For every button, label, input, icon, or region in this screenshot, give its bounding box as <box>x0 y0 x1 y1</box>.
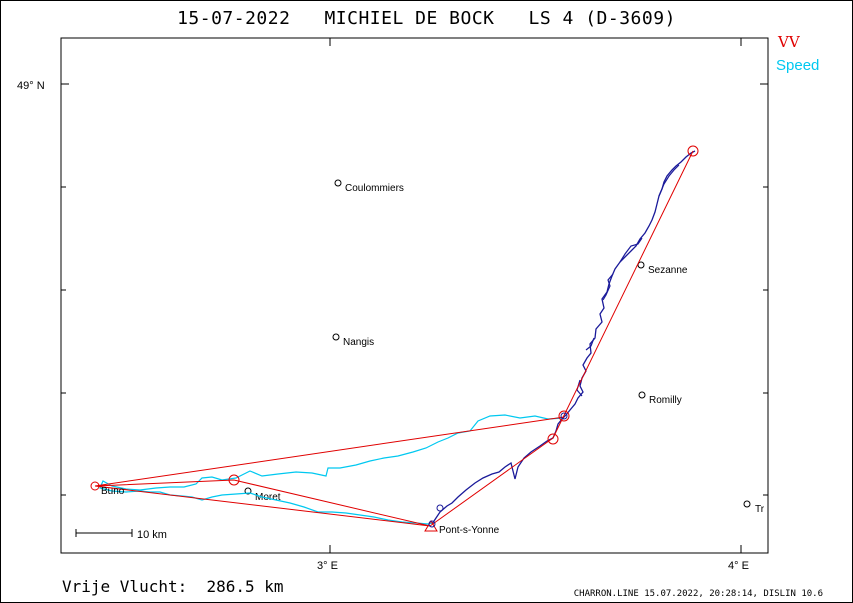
track-point-mid <box>560 412 568 420</box>
flight-track <box>431 150 696 525</box>
footer-info: CHARRON.LINE 15.07.2022, 20:28:14, DISLI… <box>573 589 823 599</box>
track-markers <box>428 412 568 528</box>
flight-track-detail <box>576 164 680 397</box>
town-marker-coulommiers <box>334 179 342 187</box>
task-line <box>94 150 694 527</box>
turnpoint-moret <box>228 474 240 486</box>
free-flight-distance: Vrije Vlucht: 286.5 km <box>62 577 284 596</box>
town-label-sezanne: Sezanne <box>648 265 688 276</box>
speed-track <box>99 414 565 525</box>
town-label-tr: Tr <box>755 504 765 515</box>
turnpoint-lower <box>547 433 559 445</box>
bottom-axis-ticks <box>329 38 742 553</box>
left-axis-ticks <box>61 83 768 496</box>
scale-bar <box>75 529 133 537</box>
scale-label: 10 km <box>137 529 167 541</box>
legend-vv-label: VV <box>778 33 800 51</box>
lon-axis-label-4e: 4° E <box>728 560 749 572</box>
legend-speed-label: Speed <box>776 57 820 74</box>
town-marker-moret <box>244 487 252 495</box>
town-marker-tr <box>743 500 751 508</box>
town-markers: Coulommiers Sezanne Nangis Romilly Moret… <box>244 179 765 515</box>
town-label-coulommiers: Coulommiers <box>345 183 404 194</box>
town-marker-nangis <box>332 333 340 341</box>
town-label-romilly: Romilly <box>649 395 682 406</box>
lat-axis-label: 49° N <box>17 80 45 92</box>
turnpoint-north <box>687 145 699 157</box>
town-marker-romilly <box>638 391 646 399</box>
turnpoint-mid <box>558 410 570 422</box>
town-label-nangis: Nangis <box>343 337 374 348</box>
flight-title: 15-07-2022 MICHIEL DE BOCK LS 4 (D-3609) <box>177 8 676 29</box>
lon-axis-label-3e: 3° E <box>317 560 338 572</box>
town-marker-sezanne <box>637 261 645 269</box>
town-label-moret: Moret <box>255 492 281 503</box>
track-point-start <box>428 520 436 528</box>
track-point-start-2 <box>436 504 444 512</box>
map-border <box>60 37 769 554</box>
town-label-pont-s-yonne: Pont-s-Yonne <box>439 525 500 536</box>
town-label-buno: Buno <box>101 486 125 497</box>
turnpoint-buno <box>90 481 100 491</box>
